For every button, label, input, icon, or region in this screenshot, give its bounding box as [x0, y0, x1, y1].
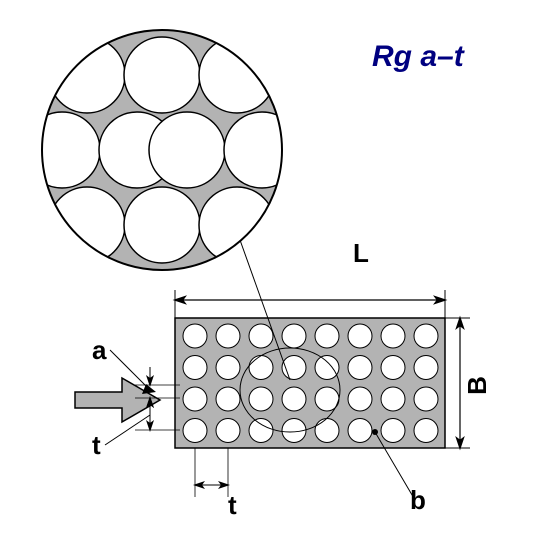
plate-hole	[381, 387, 405, 411]
plate-hole	[315, 419, 339, 443]
plate-hole	[282, 387, 306, 411]
label-b: b	[410, 485, 426, 516]
plate-hole	[348, 324, 372, 348]
label-t-left: t	[92, 430, 101, 461]
zoom-hole	[149, 112, 225, 188]
diagram-svg	[0, 0, 550, 550]
plate-hole	[249, 387, 273, 411]
plate-hole	[414, 324, 438, 348]
plate-hole	[414, 356, 438, 380]
zoom-hole	[49, 37, 125, 113]
plate-hole	[216, 419, 240, 443]
plate-hole	[183, 387, 207, 411]
zoom-view	[24, 25, 300, 275]
plate-hole	[414, 387, 438, 411]
leader-a-tip	[142, 384, 156, 394]
plate-hole	[249, 419, 273, 443]
label-L: L	[353, 238, 369, 269]
plate-hole	[381, 324, 405, 348]
plate-hole	[183, 419, 207, 443]
plate-hole	[249, 324, 273, 348]
title-label: Rg a–t	[372, 40, 464, 74]
plate-hole	[414, 419, 438, 443]
zoom-hole	[49, 187, 125, 263]
plate-hole	[315, 324, 339, 348]
plate-hole	[216, 324, 240, 348]
diagram-container	[0, 0, 550, 550]
zoom-hole	[199, 187, 275, 263]
plate-hole	[348, 419, 372, 443]
label-B: B	[462, 376, 493, 395]
plate-hole	[348, 356, 372, 380]
plate-hole	[315, 356, 339, 380]
label-a: a	[92, 335, 106, 366]
zoom-hole	[199, 37, 275, 113]
plate-hole	[381, 356, 405, 380]
zoom-hole	[124, 37, 200, 113]
zoom-hole	[224, 112, 300, 188]
plate-hole	[282, 324, 306, 348]
plate-hole	[216, 356, 240, 380]
plate-hole	[249, 356, 273, 380]
zoom-hole	[24, 112, 100, 188]
plate-hole	[183, 356, 207, 380]
plate-hole	[183, 324, 207, 348]
plate-hole	[348, 387, 372, 411]
plate-hole	[216, 387, 240, 411]
plate-hole	[381, 419, 405, 443]
zoom-hole	[124, 187, 200, 263]
label-t-bottom: t	[228, 490, 237, 521]
